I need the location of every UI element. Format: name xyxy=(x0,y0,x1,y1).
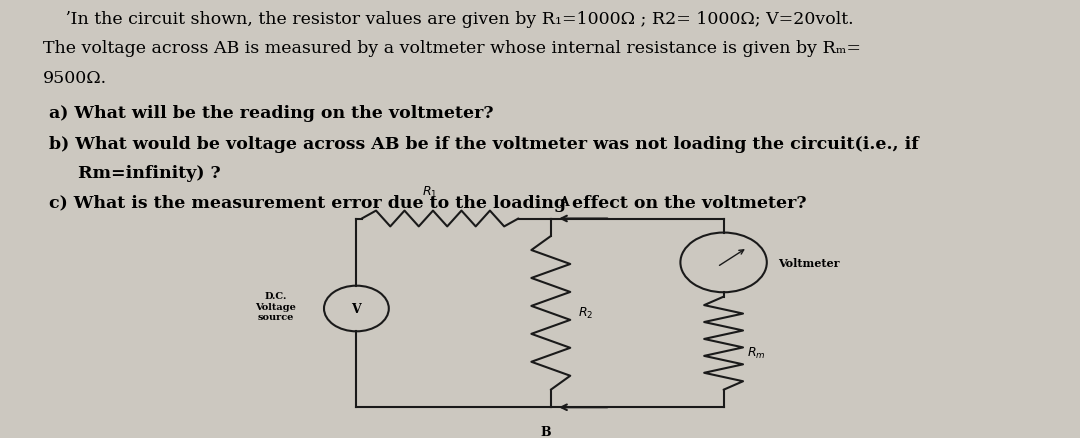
Text: A: A xyxy=(559,195,569,208)
Text: The voltage across AB is measured by a voltmeter whose internal resistance is gi: The voltage across AB is measured by a v… xyxy=(43,40,861,57)
Text: a) What will be the reading on the voltmeter?: a) What will be the reading on the voltm… xyxy=(43,105,494,122)
Text: Rm=infinity) ?: Rm=infinity) ? xyxy=(54,164,220,181)
Text: V: V xyxy=(351,302,362,315)
Text: b) What would be voltage across AB be if the voltmeter was not loading the circu: b) What would be voltage across AB be if… xyxy=(43,136,919,153)
Text: $R_1$: $R_1$ xyxy=(421,184,437,199)
Text: c) What is the measurement error due to the loading effect on the voltmeter?: c) What is the measurement error due to … xyxy=(43,195,807,212)
Text: $R_m$: $R_m$ xyxy=(747,345,766,360)
Text: 9500Ω.: 9500Ω. xyxy=(43,70,107,87)
Text: B: B xyxy=(540,425,551,438)
Text: D.C.
Voltage
source: D.C. Voltage source xyxy=(255,292,296,321)
Text: Voltmeter: Voltmeter xyxy=(778,257,839,268)
Text: $R_2$: $R_2$ xyxy=(578,306,593,321)
Text: ʼIn the circuit shown, the resistor values are given by R₁=1000Ω ; R2= 1000Ω; V=: ʼIn the circuit shown, the resistor valu… xyxy=(43,11,854,28)
